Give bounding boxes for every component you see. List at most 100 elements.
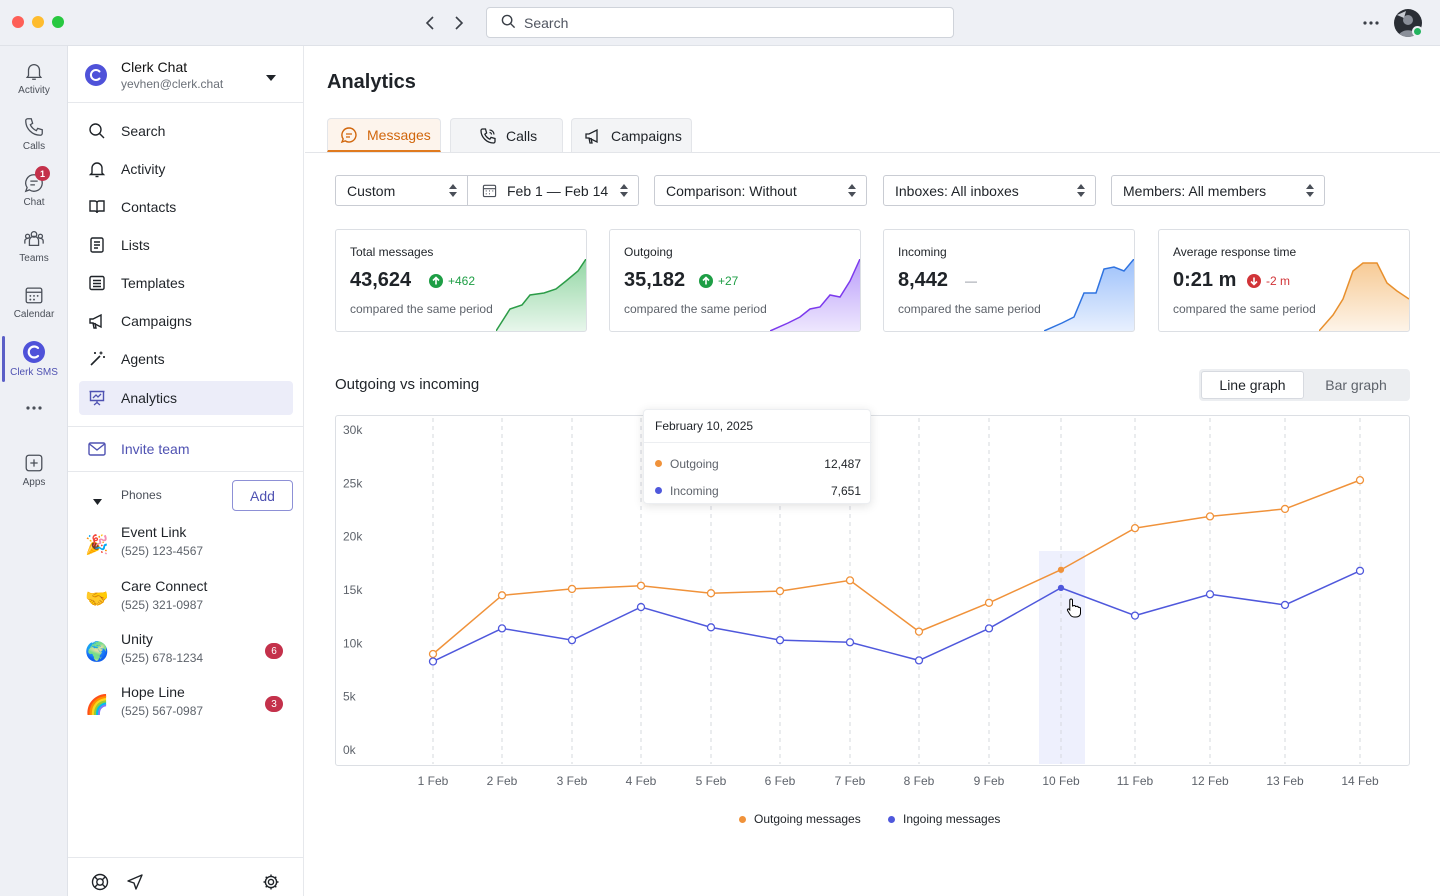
data-point	[1355, 566, 1365, 575]
chart-section-title: Outgoing vs incoming	[335, 376, 480, 393]
nav-search[interactable]: Search	[79, 114, 293, 148]
workspace-switcher[interactable]: Clerk Chat yevhen@clerk.chat	[68, 46, 304, 103]
members-select[interactable]: Members: All members	[1111, 175, 1325, 206]
chart-frame	[335, 415, 1410, 766]
data-point	[428, 657, 438, 666]
settings-gear-icon[interactable]	[260, 871, 282, 893]
kpi-sparkline	[496, 259, 586, 331]
close-window-button[interactable]	[12, 16, 24, 28]
x-tick-label: 7 Feb	[835, 774, 866, 788]
x-tick-label: 13 Feb	[1266, 774, 1304, 788]
legend-label: Ingoing messages	[903, 812, 1001, 826]
line-graph-button[interactable]: Line graph	[1201, 371, 1304, 399]
bar-graph-button[interactable]: Bar graph	[1325, 377, 1387, 393]
add-phone-button[interactable]: Add	[232, 480, 293, 511]
tabs-divider	[305, 152, 1440, 153]
kpi-label: Incoming	[898, 245, 947, 259]
rail-label: Clerk SMS	[10, 367, 58, 378]
kpi-card-response-time[interactable]: Average response time 0:21 m -2 m compar…	[1158, 229, 1410, 332]
comparison-value: Comparison: Without	[666, 182, 797, 199]
rail-teams[interactable]: Teams	[0, 226, 68, 276]
caret-down-icon[interactable]	[266, 68, 276, 86]
nav-contacts[interactable]: Contacts	[79, 190, 293, 224]
phone-icon	[480, 127, 496, 144]
nav-campaigns[interactable]: Campaigns	[79, 304, 293, 338]
more-options-icon[interactable]	[1360, 12, 1382, 34]
unread-badge: 3	[265, 696, 283, 712]
tooltip-series-name: Outgoing	[670, 457, 719, 471]
data-point	[636, 581, 646, 590]
comparison-select[interactable]: Comparison: Without	[654, 175, 867, 206]
rail-calendar[interactable]: Calendar	[0, 282, 68, 332]
nav-templates[interactable]: Templates	[79, 266, 293, 300]
party-popper-icon: 🎉	[85, 535, 109, 556]
mail-icon	[87, 439, 107, 459]
tab-messages[interactable]: Messages	[327, 118, 441, 152]
phone-item[interactable]: 🤝 Care Connect (525) 321-0987	[79, 577, 293, 623]
tab-campaigns[interactable]: Campaigns	[571, 118, 692, 152]
forward-arrow-icon[interactable]	[448, 12, 470, 34]
back-arrow-icon[interactable]	[419, 12, 441, 34]
inboxes-value: Inboxes: All inboxes	[895, 182, 1019, 199]
kpi-sparkline	[1319, 262, 1409, 331]
data-point	[497, 591, 507, 600]
rail-clerk-sms[interactable]: Clerk SMS	[0, 338, 68, 388]
x-tick-label: 5 Feb	[696, 774, 727, 788]
nav-label: Campaigns	[121, 313, 192, 329]
rail-more-icon[interactable]	[0, 404, 68, 424]
nav-analytics[interactable]: Analytics	[79, 381, 293, 415]
search-input[interactable]: Search	[486, 7, 954, 38]
templates-icon	[87, 273, 107, 293]
hand-cursor-icon	[1066, 598, 1081, 618]
nav-activity[interactable]: Activity	[79, 152, 293, 186]
x-tick-label: 11 Feb	[1117, 774, 1154, 788]
sort-arrows-icon	[620, 184, 628, 197]
search-placeholder: Search	[524, 14, 569, 31]
nav-lists[interactable]: Lists	[79, 228, 293, 262]
workspace-email: yevhen@clerk.chat	[121, 77, 224, 91]
rail-label: Calendar	[13, 309, 55, 320]
search-icon	[501, 14, 516, 32]
rail-apps[interactable]: Apps	[0, 450, 68, 500]
nav-agents[interactable]: Agents	[79, 342, 293, 376]
rail-chat[interactable]: Chat	[0, 170, 68, 220]
rail-calls[interactable]: Calls	[0, 114, 68, 164]
date-range-select[interactable]: Feb 1 — Feb 14	[467, 175, 639, 206]
help-lifebuoy-icon[interactable]	[89, 871, 111, 893]
phone-item[interactable]: 🎉 Event Link (525) 123-4567	[79, 523, 293, 569]
phone-name: Hope Line	[121, 684, 185, 700]
phone-item[interactable]: 🌈 Hope Line (525) 567-0987 3	[79, 683, 293, 729]
invite-team-link[interactable]: Invite team	[79, 432, 293, 466]
phone-item[interactable]: 🌍 Unity (525) 678-1234 6	[79, 630, 293, 676]
nav-label: Contacts	[121, 199, 177, 215]
legend-incoming[interactable]: Ingoing messages	[888, 812, 1000, 826]
caret-down-icon[interactable]	[93, 492, 102, 510]
data-point	[984, 598, 994, 607]
kpi-card-total[interactable]: Total messages 43,624 +462 compared the …	[335, 229, 587, 332]
range-select[interactable]: Custom	[335, 175, 468, 206]
data-point	[1130, 611, 1140, 620]
x-tick-label: 1 Feb	[418, 774, 449, 788]
kpi-delta-value: —	[965, 274, 977, 288]
data-point	[845, 638, 855, 647]
tab-calls[interactable]: Calls	[450, 118, 563, 152]
maximize-window-button[interactable]	[52, 16, 64, 28]
chat-unread-badge: 1	[35, 166, 50, 181]
range-value: Custom	[347, 182, 396, 199]
minimize-window-button[interactable]	[32, 16, 44, 28]
kpi-delta-value: -2 m	[1266, 274, 1290, 288]
kpi-card-incoming[interactable]: Incoming 8,442 — compared the same perio…	[883, 229, 1135, 332]
send-icon[interactable]	[124, 871, 146, 893]
inboxes-select[interactable]: Inboxes: All inboxes	[883, 175, 1096, 206]
rail-activity[interactable]: Activity	[0, 58, 68, 108]
rail-label: Calls	[22, 141, 46, 152]
data-point	[428, 649, 438, 659]
x-tick-label: 9 Feb	[974, 774, 1005, 788]
calendar-icon	[25, 287, 43, 304]
kpi-card-outgoing[interactable]: Outgoing 35,182 +27 compared the same pe…	[609, 229, 861, 332]
arrow-up-circle-icon	[699, 274, 713, 288]
data-point	[1057, 566, 1065, 573]
rail-active-indicator	[2, 336, 5, 382]
legend-outgoing[interactable]: Outgoing messages	[739, 812, 861, 826]
unread-badge: 6	[265, 643, 283, 659]
